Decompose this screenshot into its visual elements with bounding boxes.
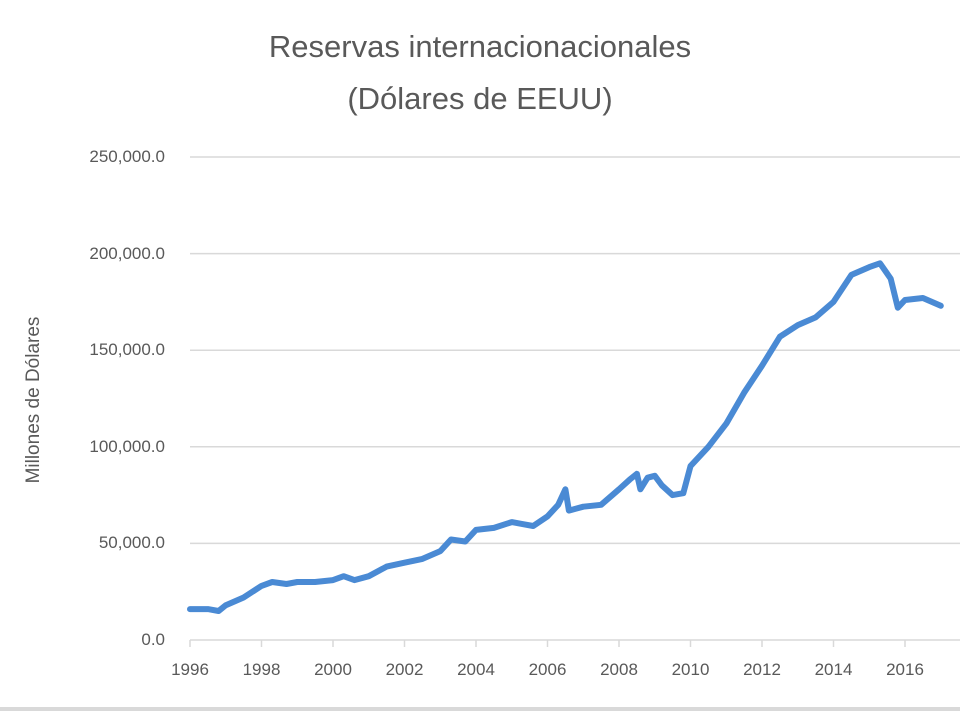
x-axis [189,640,906,647]
x-tick-label: 2010 [671,660,710,679]
x-tick-label: 2000 [314,660,352,679]
x-tick-label: 2012 [743,660,781,679]
y-tick-label: 150,000.0 [89,340,165,360]
gridlines [190,156,960,641]
bottom-border [0,707,960,711]
x-tick-label: 2002 [385,660,424,679]
x-tick-label: 2006 [528,660,567,679]
data-line [187,260,944,614]
x-tick-label: 2014 [814,660,853,679]
x-tick-label: 1998 [242,660,281,679]
x-tick-label: 1996 [171,660,209,679]
y-tick-label: 0.0 [141,630,165,649]
y-tick-label: 250,000.0 [89,147,165,166]
chart-subtitle: (Dólares de EEUU) [347,81,613,116]
y-tick-label: 200,000.0 [89,243,165,263]
chart-title: Reservas internacionacionales [268,29,692,64]
x-tick-label: 2004 [457,660,495,679]
x-tick-label: 2008 [600,660,638,679]
x-tick-label: 2016 [886,660,924,679]
y-tick-label: 100,000.0 [89,436,165,456]
y-tick-label: 50,000.0 [98,533,165,553]
